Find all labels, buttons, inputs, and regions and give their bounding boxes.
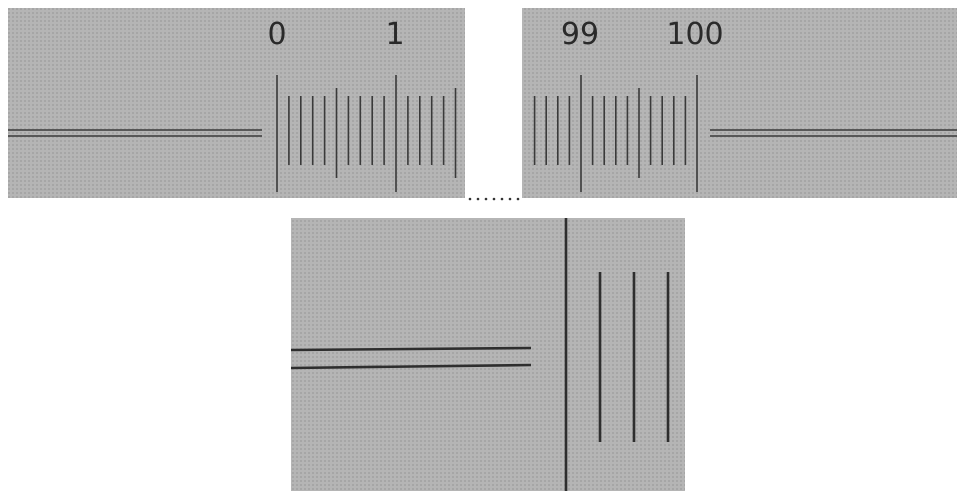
scale-label: 1 <box>385 17 404 52</box>
magnified-panel <box>291 218 685 491</box>
page: 0 1 99 100 (() => { const data = JSON.pa… <box>0 0 957 491</box>
separator-dots <box>469 198 520 201</box>
right-scale-panel: 99 100 <box>522 8 957 198</box>
panel-background <box>291 218 685 491</box>
scale-label: 100 <box>666 17 723 52</box>
scale-label: 99 <box>561 17 599 52</box>
scale-label: 0 <box>267 17 286 52</box>
micrometer-image: 0 1 99 100 <box>0 0 957 491</box>
left-scale-panel: 0 1 <box>8 8 465 198</box>
